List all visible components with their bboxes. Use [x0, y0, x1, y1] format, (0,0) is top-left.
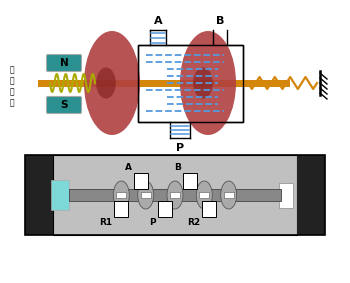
Bar: [297, 155, 325, 235]
Text: 圈: 圈: [10, 76, 14, 85]
Text: N: N: [60, 58, 68, 68]
Bar: [183, 173, 197, 189]
Text: 电: 电: [10, 98, 14, 107]
Bar: [25, 155, 53, 235]
Bar: [141, 192, 151, 198]
Ellipse shape: [84, 31, 140, 135]
Text: S: S: [60, 100, 68, 110]
Text: B: B: [216, 16, 224, 26]
Bar: [138, 45, 243, 122]
Ellipse shape: [180, 31, 236, 135]
Ellipse shape: [221, 181, 237, 209]
Bar: [158, 201, 172, 217]
Text: 线: 线: [10, 65, 14, 74]
Text: P: P: [176, 143, 184, 153]
Bar: [138, 45, 243, 122]
Text: R2: R2: [187, 218, 200, 227]
Ellipse shape: [113, 181, 129, 209]
Bar: [53, 155, 297, 235]
Ellipse shape: [196, 181, 212, 209]
Text: A: A: [154, 16, 162, 26]
Text: P: P: [149, 218, 156, 227]
Text: R1: R1: [99, 218, 112, 227]
Bar: [25, 155, 325, 235]
Ellipse shape: [96, 67, 116, 98]
Bar: [170, 192, 180, 198]
Bar: [69, 189, 281, 201]
Bar: [202, 201, 216, 217]
Bar: [224, 192, 234, 198]
Ellipse shape: [167, 181, 183, 209]
Bar: [51, 180, 69, 210]
Ellipse shape: [138, 181, 154, 209]
Bar: [199, 192, 209, 198]
Text: 断: 断: [10, 87, 14, 96]
FancyBboxPatch shape: [47, 97, 82, 113]
Text: B: B: [174, 163, 181, 172]
Bar: [38, 80, 290, 87]
Text: A: A: [125, 163, 132, 172]
Ellipse shape: [193, 67, 213, 98]
Bar: [116, 192, 126, 198]
Bar: [134, 173, 148, 189]
Bar: [114, 201, 128, 217]
FancyBboxPatch shape: [47, 55, 82, 72]
Bar: [279, 183, 293, 207]
